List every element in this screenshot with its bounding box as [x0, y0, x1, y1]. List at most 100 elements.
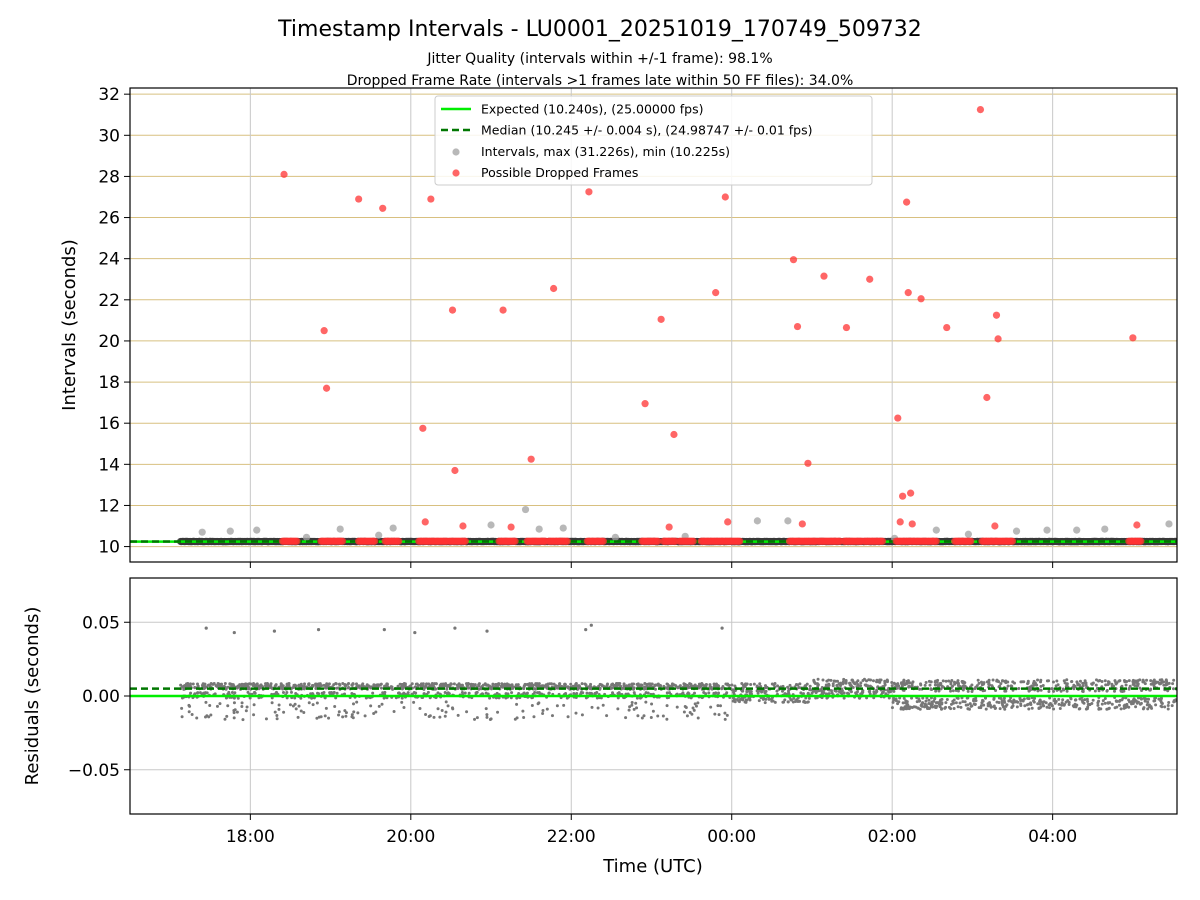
residual-point [908, 681, 912, 685]
residual-point [191, 682, 195, 686]
legend-intervals-label: Intervals, max (31.226s), min (10.225s) [481, 144, 730, 159]
intervals-y-tick-label: 30 [98, 126, 120, 146]
residual-point [979, 680, 983, 684]
residual-point [1163, 705, 1167, 709]
residual-point [1042, 700, 1046, 704]
dropped-frame-point [943, 323, 951, 332]
residual-point [851, 686, 855, 690]
residual-point [1157, 697, 1161, 701]
dropped-frame-point [293, 537, 301, 545]
residual-point [1012, 699, 1016, 703]
residual-point [898, 696, 902, 700]
residual-point [963, 684, 967, 688]
intervals-y-tick-label: 20 [98, 332, 120, 352]
residual-point [444, 682, 448, 686]
residual-point [871, 679, 875, 683]
residual-point [714, 691, 718, 695]
residual-point [949, 689, 953, 693]
residual-point [1044, 701, 1048, 705]
residual-point [361, 682, 365, 686]
residual-point [960, 680, 964, 684]
residual-point [232, 716, 236, 720]
residual-point [763, 690, 767, 694]
residual-point [690, 712, 694, 716]
residual-point [1064, 700, 1068, 704]
residual-point [1153, 696, 1157, 700]
residual-point [816, 677, 820, 681]
residual-point [829, 678, 833, 682]
residual-point [630, 682, 634, 686]
dropped-frame-point [976, 105, 985, 114]
residual-point [767, 697, 771, 701]
residual-point [992, 696, 996, 700]
residual-point [449, 682, 453, 686]
residual-point [786, 700, 790, 704]
residual-point [744, 700, 748, 704]
residual-point [240, 701, 244, 705]
residual-point [847, 692, 851, 696]
residual-point [446, 704, 450, 708]
residual-point [861, 689, 865, 693]
residual-point [406, 691, 410, 695]
residual-point [344, 711, 348, 715]
residual-point [558, 682, 562, 686]
residual-point [253, 691, 257, 695]
residual-point [804, 696, 808, 700]
residual-point [207, 715, 211, 719]
residual-point [696, 701, 700, 705]
residual-point [939, 687, 943, 691]
residual-point [485, 713, 489, 717]
residual-point [214, 684, 218, 688]
residual-point [335, 691, 339, 695]
residual-point [392, 710, 396, 714]
residual-point [550, 714, 554, 718]
residual-point [302, 710, 306, 714]
residual-point [1019, 702, 1023, 706]
intervals-plot-area [130, 105, 1177, 546]
residual-point [830, 691, 834, 695]
interval-point [784, 517, 792, 525]
residual-point [910, 684, 914, 688]
residual-point [798, 682, 802, 686]
residual-point [806, 691, 810, 695]
residual-point [712, 682, 716, 686]
residual-point [218, 702, 222, 706]
residual-point [758, 682, 762, 686]
residual-point [241, 683, 245, 687]
residual-point [1113, 689, 1117, 693]
residual-point [1127, 698, 1131, 702]
residual-point [1057, 697, 1061, 701]
residual-point [999, 696, 1003, 700]
residual-point [1039, 688, 1043, 692]
residual-point [941, 679, 945, 683]
residual-point [236, 685, 240, 689]
residual-point [1147, 703, 1151, 707]
residual-point [730, 683, 734, 687]
residual-point [665, 691, 669, 695]
residual-point [208, 703, 212, 707]
residual-point [590, 705, 594, 709]
residual-point [598, 687, 602, 691]
dropped-frame-point [736, 537, 744, 545]
residual-point [422, 692, 426, 696]
residual-point [554, 684, 558, 688]
residual-point [303, 682, 307, 686]
residual-point [627, 708, 631, 712]
residual-point [222, 684, 226, 688]
residual-point [911, 680, 915, 684]
residual-point [686, 692, 690, 696]
residual-point [378, 683, 382, 687]
residual-point [900, 684, 904, 688]
residual-point [832, 679, 836, 683]
residual-point [1117, 703, 1121, 707]
residual-point [282, 710, 286, 714]
residual-point [745, 690, 749, 694]
dropped-frame-point [789, 256, 798, 264]
residual-point [713, 712, 717, 716]
residual-point [667, 691, 671, 695]
residual-point [1171, 682, 1175, 686]
residual-point [1039, 678, 1043, 682]
residual-point [544, 683, 548, 687]
residual-point [884, 692, 888, 696]
residuals-y-tick-label: 0.00 [82, 687, 120, 707]
